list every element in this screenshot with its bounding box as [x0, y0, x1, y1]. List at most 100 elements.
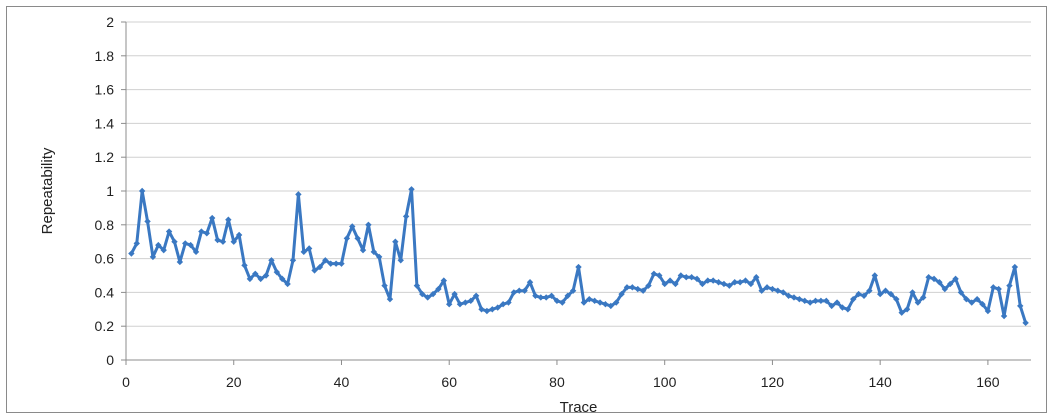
x-tick-label: 40	[334, 374, 350, 390]
data-point	[435, 285, 442, 293]
data-point	[860, 292, 868, 299]
data-point	[429, 290, 437, 298]
data-point	[1011, 263, 1019, 271]
data-point	[893, 295, 900, 303]
data-point	[828, 302, 835, 310]
x-axis-title: Trace	[560, 399, 598, 416]
y-axis-ticks: 0 0.2 0.4 0.6 0.8 1 1.2 1.4 1.6 1.8 2	[95, 14, 126, 368]
data-point	[672, 280, 679, 288]
x-tick-label: 120	[761, 374, 785, 390]
data-point	[462, 299, 469, 306]
y-tick-label: 1.4	[95, 115, 115, 131]
data-point	[871, 272, 878, 279]
data-point	[704, 277, 711, 284]
data-point	[305, 245, 313, 252]
data-point	[494, 304, 501, 311]
data-point	[920, 294, 927, 301]
y-tick-label: 0.2	[95, 318, 115, 334]
data-point	[914, 299, 922, 306]
y-tick-label: 2	[106, 14, 114, 30]
data-point	[623, 284, 631, 291]
data-point	[817, 297, 825, 305]
data-point	[596, 299, 604, 306]
data-point	[338, 260, 345, 267]
data-point	[241, 262, 248, 269]
y-tick-label: 0	[106, 352, 114, 368]
data-point	[666, 277, 674, 284]
data-point	[413, 282, 421, 289]
data-point	[876, 290, 884, 298]
data-point	[855, 290, 862, 298]
data-point	[1017, 302, 1024, 310]
data-point	[984, 307, 992, 315]
data-point	[187, 241, 194, 249]
data-point	[726, 282, 733, 289]
data-point	[742, 277, 749, 284]
data-point	[235, 231, 243, 239]
data-point	[850, 295, 857, 303]
data-point	[758, 287, 765, 294]
data-point	[882, 287, 889, 294]
data-point	[990, 284, 997, 291]
data-point	[1006, 282, 1013, 289]
data-point	[359, 246, 367, 254]
data-point	[823, 297, 830, 305]
data-point	[311, 267, 318, 274]
data-point	[553, 297, 561, 305]
data-point	[586, 295, 593, 303]
data-point	[219, 238, 227, 245]
data-point	[149, 253, 157, 261]
data-point	[375, 253, 383, 261]
data-point	[699, 280, 706, 288]
data-point	[419, 290, 426, 298]
data-point	[785, 292, 792, 299]
data-point	[343, 235, 351, 242]
data-point	[715, 279, 722, 286]
data-point	[693, 275, 701, 283]
data-point	[866, 287, 873, 294]
data-point	[936, 279, 943, 286]
data-point	[322, 257, 329, 264]
data-point	[440, 277, 448, 284]
data-point	[402, 213, 410, 220]
data-point	[790, 294, 798, 301]
data-point	[806, 299, 814, 306]
data-point	[973, 295, 981, 303]
data-point	[381, 282, 388, 289]
data-point	[144, 218, 151, 225]
data-point	[1022, 319, 1029, 327]
data-point	[833, 299, 841, 306]
data-point	[521, 287, 528, 294]
x-axis-ticks: 0 20 40 60 80 100 120 140 160	[122, 360, 1000, 390]
x-tick-label: 0	[122, 374, 130, 390]
data-point	[262, 272, 270, 279]
data-point	[559, 299, 566, 306]
data-point	[332, 260, 340, 267]
data-point	[898, 309, 905, 316]
data-point	[564, 292, 571, 299]
data-point	[957, 289, 965, 296]
data-point	[941, 285, 949, 293]
data-point	[155, 241, 162, 249]
data-point	[731, 279, 738, 286]
x-tick-label: 20	[226, 374, 242, 390]
data-point	[930, 275, 938, 283]
y-tick-label: 1.8	[95, 48, 115, 64]
data-point	[424, 294, 431, 301]
data-point	[284, 280, 291, 288]
data-point	[602, 301, 609, 308]
data-point	[526, 279, 534, 286]
data-point	[273, 268, 281, 276]
data-point	[160, 246, 167, 254]
data-point	[591, 297, 598, 305]
data-point	[505, 299, 512, 306]
data-point	[607, 302, 615, 310]
data-point	[176, 258, 184, 266]
data-point	[677, 272, 685, 279]
data-point	[709, 277, 717, 284]
data-point	[839, 304, 846, 311]
data-point	[386, 295, 394, 303]
data-point	[478, 306, 485, 313]
data-point	[634, 285, 641, 293]
